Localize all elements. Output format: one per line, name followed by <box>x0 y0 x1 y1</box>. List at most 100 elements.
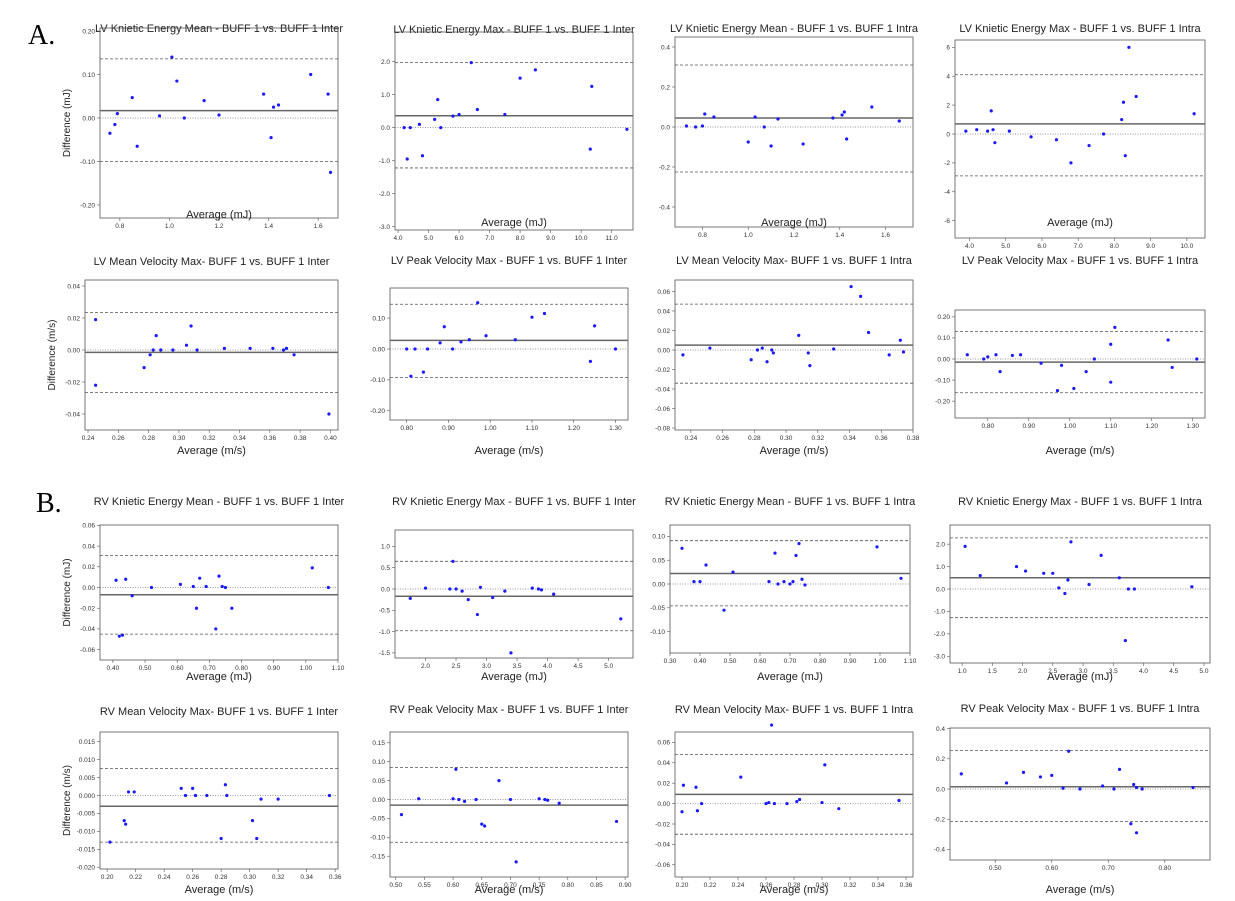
x-tick-label-14-2: 0.24 <box>732 882 745 889</box>
x-tick-label-12-4: 0.28 <box>215 874 228 881</box>
y-tick-label-6-7: 0.06 <box>657 289 670 296</box>
data-point-4-9 <box>189 324 193 328</box>
data-point-5-2 <box>413 347 417 351</box>
x-tick-label-11-2: 2.0 <box>1018 668 1027 675</box>
x-tick-label-6-7: 0.38 <box>907 435 920 442</box>
data-point-2-15 <box>870 105 874 109</box>
y-tick-label-5-0: -0.20 <box>370 408 385 415</box>
data-point-7-17 <box>1170 365 1174 370</box>
x-tick-label-5-3: 1.10 <box>526 425 539 432</box>
plot-frame-15 <box>949 727 1211 861</box>
data-point-4-3 <box>148 353 152 357</box>
y-tick-label-15-1: -0.2 <box>934 817 946 824</box>
y-tick-label-4-4: 0.04 <box>67 283 80 290</box>
data-point-2-12 <box>840 113 844 117</box>
y-axis-label-12: Difference (m/s) <box>62 765 73 836</box>
data-point-13-7 <box>480 822 484 826</box>
data-point-14-3 <box>695 809 700 813</box>
plot-frame-0 <box>99 27 339 219</box>
y-tick-label-8-3: 0.00 <box>82 585 95 592</box>
x-tick-label-15-0: 0.50 <box>989 865 1002 872</box>
data-point-13-2 <box>451 797 455 801</box>
y-tick-label-4-3: 0.02 <box>67 315 80 322</box>
x-tick-label-9-3: 3.5 <box>513 663 522 670</box>
data-point-10-13 <box>797 541 801 546</box>
x-tick-label-5-5: 1.30 <box>609 425 622 432</box>
y-tick-label-14-1: -0.04 <box>655 842 670 849</box>
data-point-9-14 <box>539 588 544 592</box>
x-tick-label-0-3: 1.4 <box>264 223 273 230</box>
y-tick-label-3-2: -2 <box>944 160 950 167</box>
data-point-11-8 <box>1066 578 1070 582</box>
chart-title-5: LV Peak Velocity Max - BUFF 1 vs. BUFF 1… <box>391 255 628 267</box>
data-point-12-14 <box>255 836 259 841</box>
y-tick-label-3-4: 2 <box>946 102 950 109</box>
data-point-10-3 <box>704 563 708 567</box>
x-tick-label-3-6: 10.0 <box>1181 243 1194 250</box>
data-point-6-8 <box>797 333 801 337</box>
x-tick-label-13-3: 0.65 <box>475 882 488 889</box>
y-tick-label-0-3: 0.10 <box>82 72 95 79</box>
data-point-5-8 <box>459 340 463 344</box>
data-point-13-0 <box>399 813 404 817</box>
x-tick-label-15-1: 0.60 <box>1045 865 1058 872</box>
data-point-1-11 <box>475 107 479 112</box>
y-tick-label-6-0: -0.08 <box>655 425 670 432</box>
data-point-2-8 <box>769 144 773 148</box>
data-point-3-4 <box>991 128 995 132</box>
y-tick-label-11-5: 2.0 <box>936 541 945 548</box>
y-tick-label-11-3: 0.0 <box>936 586 945 593</box>
x-tick-label-11-7: 4.5 <box>1169 668 1178 675</box>
data-point-13-1 <box>417 797 421 801</box>
chart-title-10: RV Knietic Energy Mean - BUFF 1 vs. BUFF… <box>665 496 916 508</box>
data-point-10-5 <box>731 570 735 574</box>
x-tick-label-3-4: 8.0 <box>1110 243 1119 250</box>
data-point-0-0 <box>108 131 112 135</box>
x-tick-label-10-6: 0.90 <box>844 658 857 665</box>
y-tick-label-5-3: 0.10 <box>372 315 385 322</box>
y-tick-label-0-2: 0.00 <box>82 115 95 122</box>
y-tick-label-11-1: -2.0 <box>934 631 946 638</box>
x-tick-label-1-4: 8.0 <box>516 235 525 242</box>
data-point-11-15 <box>1132 587 1137 591</box>
x-tick-label-10-1: 0.40 <box>694 658 707 665</box>
y-tick-label-3-6: 6 <box>946 45 950 52</box>
data-point-4-13 <box>271 346 275 350</box>
data-point-2-2 <box>700 124 705 128</box>
x-tick-label-1-6: 10.0 <box>575 235 588 242</box>
data-point-14-2 <box>694 785 698 789</box>
data-point-13-15 <box>557 801 561 805</box>
data-point-8-16 <box>310 566 314 570</box>
y-tick-label-12-6: 0.010 <box>79 757 96 764</box>
data-point-2-6 <box>753 115 757 119</box>
y-tick-label-14-0: -0.06 <box>655 862 670 869</box>
data-point-14-11 <box>795 799 799 804</box>
data-point-10-10 <box>788 582 792 586</box>
data-point-12-6 <box>183 793 188 798</box>
data-point-15-7 <box>1078 787 1082 791</box>
x-tick-label-9-0: 2.0 <box>421 663 430 670</box>
y-tick-label-9-3: 0.0 <box>381 586 390 593</box>
y-tick-label-3-5: 4 <box>946 74 950 81</box>
chart-title-7: LV Peak Velocity Max - BUFF 1 vs. BUFF 1… <box>962 255 1199 267</box>
data-point-4-16 <box>292 353 296 357</box>
y-tick-label-8-2: -0.02 <box>80 606 95 613</box>
x-tick-label-7-4: 1.20 <box>1145 423 1158 430</box>
chart-title-13: RV Peak Velocity Max - BUFF 1 vs. BUFF 1… <box>390 704 629 716</box>
data-point-14-16 <box>897 798 901 803</box>
y-tick-label-6-5: 0.02 <box>657 328 670 335</box>
data-point-8-8 <box>194 606 199 610</box>
data-point-12-3 <box>126 790 131 794</box>
data-point-13-5 <box>462 799 467 803</box>
x-tick-label-2-0: 0.8 <box>698 232 707 239</box>
data-point-10-9 <box>782 580 786 584</box>
data-point-5-3 <box>421 370 426 374</box>
data-point-10-11 <box>791 580 795 584</box>
x-tick-label-5-1: 0.90 <box>442 425 455 432</box>
y-tick-label-9-4: 0.5 <box>381 565 390 572</box>
data-point-0-7 <box>175 79 179 83</box>
plot-frame-2 <box>674 36 914 228</box>
x-tick-label-12-2: 0.24 <box>158 874 171 881</box>
data-point-1-15 <box>588 147 592 151</box>
x-axis-label-9: Average (mJ) <box>481 671 547 683</box>
